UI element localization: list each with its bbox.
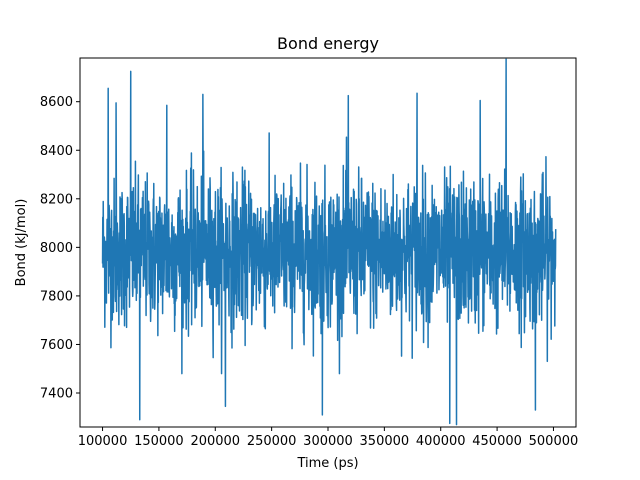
x-tick-label: 200000 <box>190 434 240 449</box>
x-tick-label: 250000 <box>247 434 297 449</box>
x-tick-label: 350000 <box>360 434 410 449</box>
x-tick-label: 100000 <box>78 434 128 449</box>
series-line-bond <box>101 58 557 426</box>
y-tick-label: 8400 <box>40 144 73 159</box>
x-axis-ticks: 100000 150000 200000 250000 300000 350000 4000… <box>78 427 579 449</box>
y-tick-label: 7600 <box>40 338 73 353</box>
x-tick-label: 150000 <box>134 434 184 449</box>
y-tick-label: 7800 <box>40 289 73 304</box>
x-tick-label: 300000 <box>303 434 353 449</box>
x-tick-label: 400000 <box>416 434 466 449</box>
y-tick-label: 8000 <box>40 241 73 256</box>
x-tick-label: 450000 <box>472 434 522 449</box>
y-tick-label: 8600 <box>40 95 73 110</box>
series-layer <box>101 58 557 426</box>
x-tick-label: 500000 <box>529 434 579 449</box>
x-axis-label: Time (ps) <box>296 456 358 471</box>
y-axis-label: Bond (kJ/mol) <box>14 199 29 287</box>
y-axis-ticks: 7400 7600 7800 8000 8200 8400 8600 <box>40 95 80 402</box>
y-tick-label: 7400 <box>40 387 73 402</box>
y-tick-label: 8200 <box>40 192 73 207</box>
chart-title: Bond energy <box>277 34 379 53</box>
